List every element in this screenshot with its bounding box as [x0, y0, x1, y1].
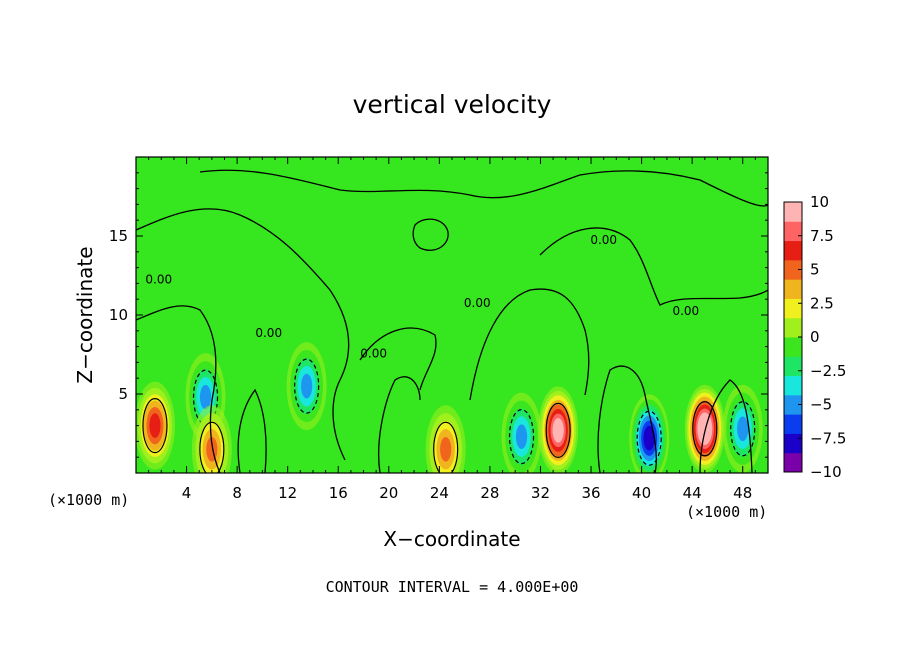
- colorbar-swatch: [784, 202, 802, 222]
- contour-line: [412, 218, 449, 251]
- zero-contours: [136, 169, 768, 473]
- x-tick-label: 16: [329, 484, 348, 502]
- colorbar-swatch: [784, 279, 802, 299]
- extremum-contour: [730, 401, 756, 457]
- extremum-contour: [294, 358, 320, 414]
- x-tick-label: 40: [632, 484, 651, 502]
- colorbar-tick-label: 7.5: [810, 227, 834, 245]
- velocity-cell: [199, 384, 212, 410]
- colorbar-tick-label: −2.5: [810, 362, 846, 380]
- x-unit-left: (×1000 m): [48, 491, 129, 509]
- y-axis-ticks: 5 10 15: [109, 172, 768, 458]
- contour-line: [469, 288, 590, 401]
- x-tick-label: 12: [278, 484, 297, 502]
- y-tick-label: 5: [118, 385, 128, 403]
- colorbar-swatch: [784, 375, 802, 396]
- velocity-cell: [440, 436, 452, 462]
- colorbar-swatch: [784, 394, 802, 415]
- colorbar-swatch: [784, 259, 802, 280]
- contour-line: [699, 379, 753, 473]
- velocity-cell: [643, 425, 655, 451]
- colorbar-ticks: 10 7.5 5 2.5 0 −2.5 −5 −7.5 −10: [798, 193, 846, 481]
- contour-line: [199, 169, 768, 207]
- colorbar-swatch: [784, 298, 802, 319]
- contour-line: [237, 388, 267, 473]
- colorbar-tick-label: 5: [810, 261, 820, 279]
- x-axis-ticks: 4 8 12 16 20 24 28 32 36 40 44 48: [148, 157, 756, 502]
- contour-label: 0.00: [672, 304, 699, 318]
- contour-interval-footer: CONTOUR INTERVAL = 4.000E+00: [326, 578, 579, 596]
- colorbar-swatch: [784, 240, 802, 261]
- y-tick-label: 10: [109, 306, 128, 324]
- contour-line: [597, 365, 657, 473]
- velocity-field: [136, 342, 763, 473]
- contour-label: 0.00: [590, 233, 617, 247]
- velocity-cell: [699, 416, 711, 442]
- contour-line: [378, 376, 421, 473]
- colorbar-tick-label: 10: [810, 193, 829, 211]
- velocity-cell: [515, 424, 528, 449]
- contour-label: 0.00: [360, 347, 387, 361]
- x-unit-right: (×1000 m): [686, 503, 767, 521]
- extremum-contour: [142, 398, 168, 454]
- x-tick-label: 28: [480, 484, 499, 502]
- x-tick-label: 20: [379, 484, 398, 502]
- extremum-contour: [508, 409, 535, 465]
- colorbar-swatch: [784, 221, 802, 242]
- contour-line: [359, 327, 437, 391]
- contour-label: 0.00: [145, 272, 172, 286]
- extremum-contour: [545, 402, 571, 458]
- x-tick-label: 32: [531, 484, 550, 502]
- velocity-cell: [737, 416, 749, 442]
- x-tick-label: 44: [683, 484, 702, 502]
- colorbar-tick-label: −10: [810, 463, 842, 481]
- y-axis-label: Z−coordinate: [73, 246, 97, 383]
- contour-label: 0.00: [464, 296, 491, 310]
- colorbar: [783, 201, 803, 473]
- colorbar-swatch: [784, 414, 802, 434]
- x-axis-label: X−coordinate: [383, 527, 520, 551]
- colorbar-tick-label: −7.5: [810, 429, 846, 447]
- colorbar-swatch: [784, 337, 802, 357]
- contour-labels: 0.00 0.00 0.00 0.00 0.00 0.00: [145, 233, 699, 361]
- velocity-cell: [301, 373, 313, 399]
- contour-line: [539, 227, 768, 306]
- contour-label: 0.00: [255, 326, 282, 340]
- colorbar-swatch: [784, 433, 802, 454]
- colorbar-tick-label: −5: [810, 396, 832, 414]
- x-tick-label: 24: [430, 484, 449, 502]
- x-tick-label: 4: [182, 484, 192, 502]
- colorbar-tick-label: 2.5: [810, 294, 834, 312]
- extremum-contour: [692, 401, 718, 457]
- colorbar-swatch: [784, 317, 802, 338]
- colorbar-tick-label: 0: [810, 328, 820, 346]
- velocity-cell: [149, 413, 161, 438]
- x-tick-label: 8: [232, 484, 242, 502]
- contour-line: [136, 208, 350, 461]
- colorbar-swatch: [784, 452, 802, 473]
- chart-title: vertical velocity: [353, 90, 552, 119]
- extremum-contour: [433, 421, 459, 473]
- contour-line: [136, 305, 221, 473]
- extremum-contour: [199, 421, 225, 473]
- y-tick-label: 15: [109, 227, 128, 245]
- x-tick-label: 36: [581, 484, 600, 502]
- velocity-cell: [552, 418, 564, 443]
- colorbar-swatch: [784, 356, 802, 377]
- x-tick-label: 48: [733, 484, 752, 502]
